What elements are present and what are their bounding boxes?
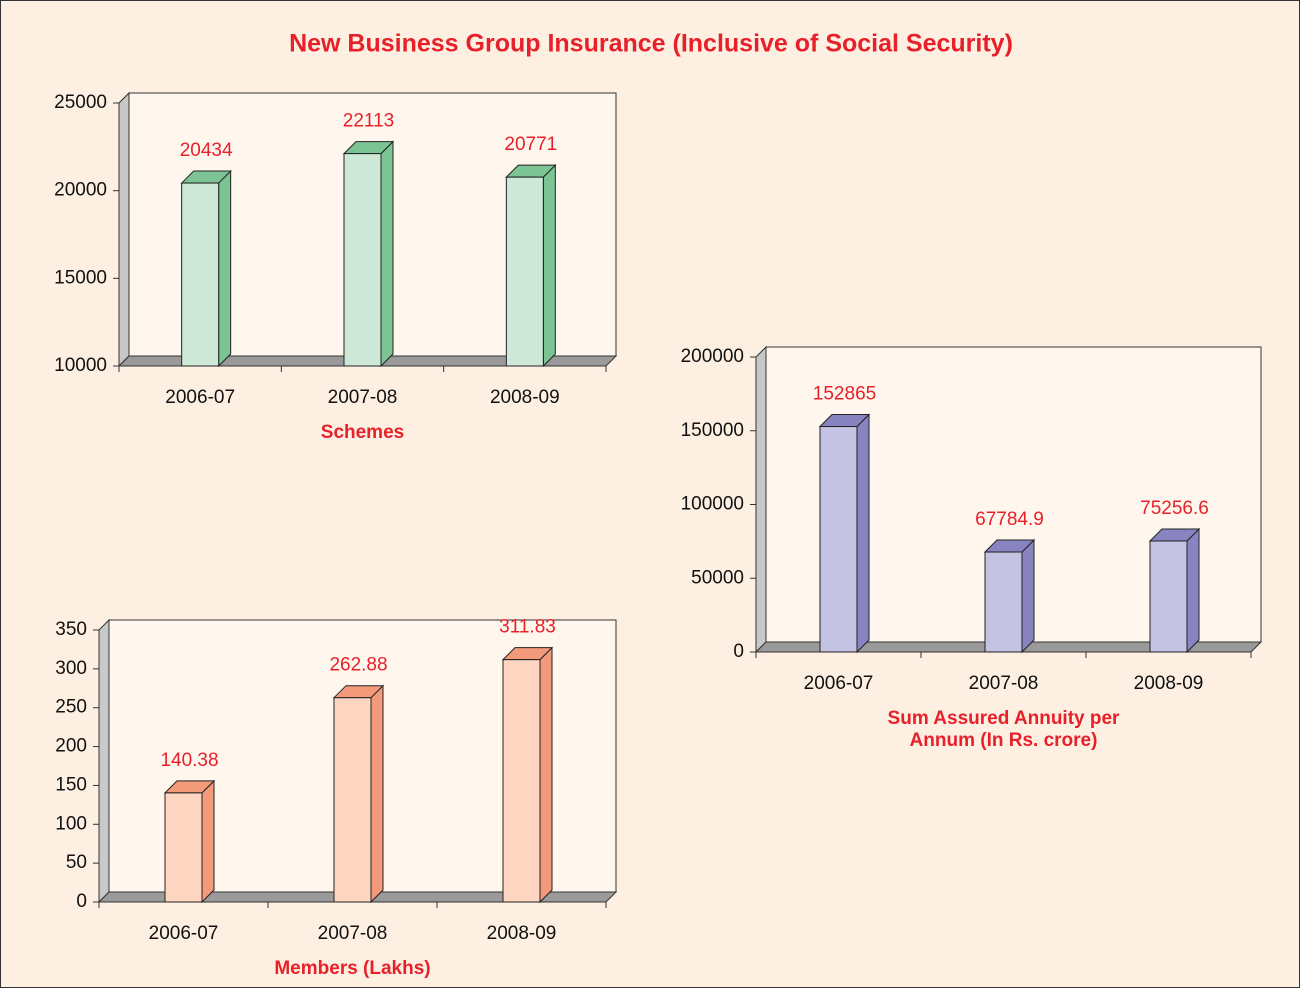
bar-side [539,646,553,904]
bar [505,163,557,368]
x-tick-label: 2008-09 [1134,673,1204,694]
bar-side [856,413,870,654]
y-tick-label: 350 [55,619,87,640]
x-tick-label: 2008-09 [490,387,560,408]
x-tick-label: 2006-07 [804,673,874,694]
bar-side [1186,527,1200,654]
bar-side [1021,538,1035,654]
bar [163,779,216,904]
bar-front [333,697,372,903]
y-tick-label: 0 [76,891,87,912]
y-tick-label: 150 [55,774,87,795]
x-tick-label: 2007-08 [318,923,388,944]
y-tick-label: 200 [55,736,87,757]
data-label: 22113 [343,111,394,132]
x-tick-label: 2008-09 [487,923,557,944]
y-tick-label: 10000 [54,355,107,376]
bar-front [505,176,544,367]
bar-side [380,140,394,368]
bar [1148,527,1201,654]
y-tick-label: 300 [55,658,87,679]
y-tick-label: 150000 [681,420,744,441]
x-tick-label: 2006-07 [149,923,219,944]
x-tick-label: 2007-08 [969,673,1039,694]
y-tick-label: 15000 [54,267,107,288]
y-tick-label: 100 [55,813,87,834]
y-tick-label: 20000 [54,180,107,201]
data-label: 140.38 [160,750,218,771]
y-tick-label: 50 [66,852,87,873]
side-wall [118,91,130,368]
x-axis-label: Members (Lakhs) [274,958,431,979]
y-tick-label: 250 [55,697,87,718]
data-label: 20771 [504,134,557,155]
x-axis-label: Schemes [320,422,405,443]
data-label: 311.83 [499,617,556,638]
bar-side [370,684,384,904]
bar-front [1149,540,1188,653]
bar-front [984,551,1023,653]
data-label: 262.88 [329,655,387,676]
x-axis-label: Sum Assured Annuity per Annum (In Rs. cr… [887,708,1120,751]
bar [342,140,395,368]
y-tick-label: 0 [733,641,744,662]
bar-side [542,163,556,368]
data-label: 20434 [180,140,233,161]
bar [983,538,1036,654]
bar [501,646,554,904]
bar-front [502,659,541,903]
bar-front [343,153,382,367]
bar-front [181,182,220,367]
x-tick-label: 2006-07 [165,387,235,408]
side-wall [98,618,110,904]
bar [332,684,385,904]
x-tick-label: 2007-08 [328,387,398,408]
data-label: 75256.6 [1140,498,1209,519]
bar [180,169,232,368]
bar-side [201,779,215,904]
bar-side [218,169,232,368]
page-title: New Business Group Insurance (Inclusive … [289,30,1013,58]
y-tick-label: 200000 [681,346,744,367]
data-label: 152865 [813,384,876,405]
bar-front [819,426,858,653]
bar-front [164,792,203,903]
y-tick-label: 100000 [681,494,744,515]
y-tick-label: 25000 [54,92,107,113]
side-wall [755,345,767,654]
bar [818,413,871,654]
data-label: 67784.9 [975,509,1044,530]
y-tick-label: 50000 [691,567,744,588]
